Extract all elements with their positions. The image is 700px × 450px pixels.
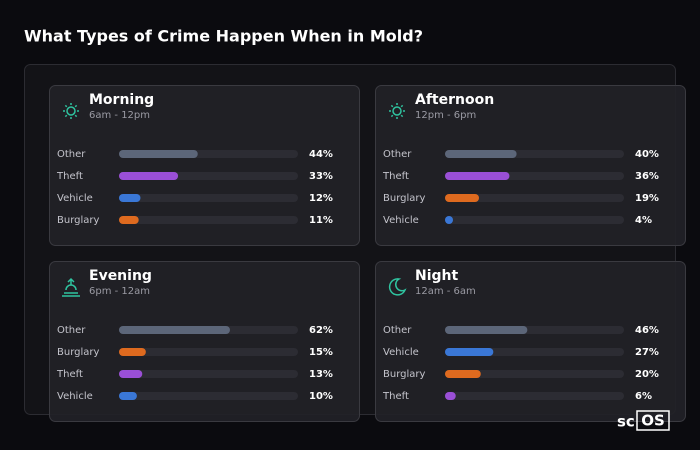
bar-track	[119, 392, 298, 400]
category-label: Other	[383, 325, 412, 336]
sun-ray	[390, 114, 394, 118]
card: Afternoon 12pm - 6pm Other 40% Theft 36% Burgl…	[375, 85, 686, 246]
category-label: Vehicle	[57, 193, 93, 204]
bar	[119, 348, 146, 356]
sunrise-icon	[62, 277, 80, 297]
category-label: Vehicle	[57, 391, 93, 402]
value-label: 40%	[635, 149, 659, 160]
value-label: 20%	[635, 369, 659, 380]
card-subtitle: 6pm - 12am	[89, 286, 150, 297]
cards: Morning 6am - 12pm Other 44% Theft 33% Vehicle…	[49, 85, 686, 422]
card-bg	[375, 261, 686, 422]
bar-track	[119, 194, 298, 202]
bar	[445, 150, 517, 158]
card-bg	[49, 261, 360, 422]
bar	[445, 194, 480, 202]
bar	[119, 150, 198, 158]
bar	[445, 392, 456, 400]
logo-box	[636, 410, 670, 431]
value-label: 44%	[309, 149, 333, 160]
bar-track	[119, 348, 298, 356]
value-label: 36%	[635, 171, 659, 182]
category-label: Theft	[56, 171, 83, 182]
category-label: Burglary	[383, 193, 425, 204]
sun-ray	[74, 104, 78, 108]
bar-track	[445, 392, 624, 400]
bar	[445, 370, 481, 378]
card-subtitle: 6am - 12pm	[89, 110, 150, 121]
card-title: Evening	[89, 268, 152, 284]
sun-icon	[392, 106, 402, 116]
value-label: 62%	[309, 325, 333, 336]
category-label: Burglary	[383, 369, 425, 380]
card-bg	[375, 85, 686, 246]
category-label: Other	[57, 149, 86, 160]
sun-ray	[74, 114, 78, 118]
moon-icon	[388, 278, 407, 296]
card: Evening 6pm - 12am Other 62% Burglary 15% Thef…	[49, 261, 360, 422]
logo-prefix: sc	[617, 413, 635, 431]
sun-ray	[390, 104, 394, 108]
bar-track	[445, 370, 624, 378]
logo: sc OS	[617, 410, 670, 431]
logo-boxed: OS	[641, 412, 665, 430]
bar	[445, 326, 528, 334]
bar-track	[445, 216, 624, 224]
bar-track	[119, 370, 298, 378]
sun-icon	[66, 106, 76, 116]
card-subtitle: 12pm - 6pm	[415, 110, 476, 121]
page-title: What Types of Crime Happen When in Mold?	[24, 27, 423, 46]
bar	[119, 194, 141, 202]
category-label: Theft	[382, 171, 409, 182]
category-label: Vehicle	[383, 347, 419, 358]
value-label: 4%	[635, 215, 652, 226]
sun-ray	[400, 104, 404, 108]
sun-ray	[64, 104, 68, 108]
bar	[119, 370, 143, 378]
value-label: 33%	[309, 171, 333, 182]
category-label: Burglary	[57, 347, 99, 358]
category-label: Theft	[56, 369, 83, 380]
sun-ray	[400, 114, 404, 118]
card-bg	[49, 85, 360, 246]
card-subtitle: 12am - 6am	[415, 286, 476, 297]
bar	[119, 326, 230, 334]
value-label: 19%	[635, 193, 659, 204]
category-label: Other	[383, 149, 412, 160]
card-title: Afternoon	[415, 92, 494, 108]
card: Morning 6am - 12pm Other 44% Theft 33% Vehicle…	[49, 85, 360, 246]
bar	[119, 216, 139, 224]
bar	[445, 348, 494, 356]
category-label: Vehicle	[383, 215, 419, 226]
card: Night 12am - 6am Other 46% Vehicle 27% Burglar…	[375, 261, 686, 422]
bar	[445, 216, 453, 224]
bar	[119, 172, 179, 180]
value-label: 15%	[309, 347, 333, 358]
bar-track	[119, 216, 298, 224]
value-label: 11%	[309, 215, 333, 226]
value-label: 6%	[635, 391, 652, 402]
value-label: 10%	[309, 391, 333, 402]
value-label: 12%	[309, 193, 333, 204]
card-title: Night	[415, 268, 459, 284]
value-label: 13%	[309, 369, 333, 380]
category-label: Other	[57, 325, 86, 336]
card-title: Morning	[89, 92, 154, 108]
value-label: 27%	[635, 347, 659, 358]
bar	[119, 392, 137, 400]
value-label: 46%	[635, 325, 659, 336]
sun-ray	[64, 114, 68, 118]
bar	[445, 172, 510, 180]
category-label: Burglary	[57, 215, 99, 226]
category-label: Theft	[382, 391, 409, 402]
bar-track	[445, 194, 624, 202]
